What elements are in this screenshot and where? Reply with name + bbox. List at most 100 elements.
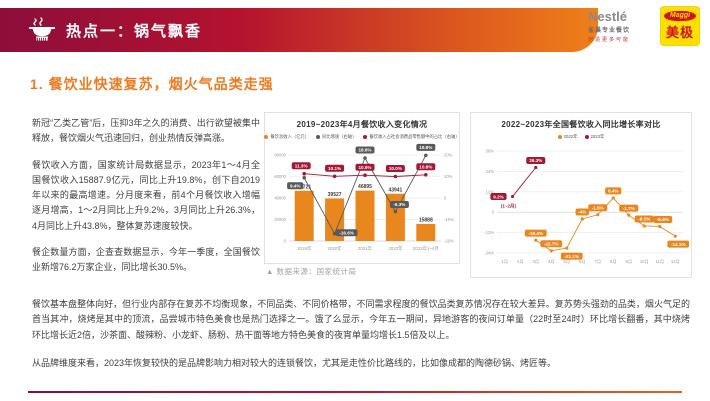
- data-label-pill: [416, 143, 436, 151]
- chart-text: 2023年1~4月: [413, 245, 439, 252]
- data-point: [673, 234, 677, 238]
- chart-text: 12%: [486, 189, 495, 194]
- chart-text: -4%: [578, 210, 586, 215]
- chart-text: 1月: [501, 259, 508, 265]
- chart-text: 40000: [274, 196, 286, 201]
- chart-text: -6.3%: [393, 202, 405, 207]
- chart-text: 60000: [274, 174, 286, 179]
- data-label-pill: [325, 164, 345, 172]
- data-point: [393, 209, 398, 214]
- chart-text: 2020年: [328, 245, 343, 252]
- chart-monthly-yoy: 2022~2023年全国餐饮收入同比增长率对比 2022年 2023年 -24% -…: [470, 112, 692, 278]
- chart-text: 2月: [517, 259, 524, 265]
- legend-dot-icon: [557, 135, 562, 139]
- data-label-pill: [385, 165, 405, 172]
- chart-text: 2022年: [388, 245, 403, 252]
- chart-text: 11.3%: [295, 163, 308, 168]
- chart-text: 18.6%: [358, 148, 371, 153]
- chart-text: 8.4%: [608, 189, 618, 194]
- data-label-pill: [389, 201, 409, 209]
- data-label-pill: [524, 229, 547, 237]
- chart-text: -24%: [484, 251, 494, 256]
- header-banner: 热点一：锅气飘香: [0, 8, 598, 52]
- data-point: [534, 165, 538, 170]
- combo-chart-plot: 0 20000 40000 60000 80000 -20% -10% 0 10% 20% 4672…: [274, 143, 454, 252]
- chart-text: 46721: [297, 184, 311, 190]
- chart-text: 9月: [625, 259, 632, 265]
- data-point: [424, 172, 428, 177]
- chart-title: 2019~2023年4月餐饮收入变化情况: [296, 120, 428, 129]
- wok-icon: [29, 17, 55, 42]
- bar: [385, 193, 405, 241]
- chart-text: 80000: [274, 153, 286, 158]
- data-point: [363, 173, 367, 178]
- data-point: [393, 174, 398, 179]
- chart-legend: 餐饮总收入（亿元） 同比增速（右轴） 餐饮收入占社会消费品零售额中的占比（右轴）: [264, 133, 460, 141]
- data-point: [658, 224, 662, 229]
- chart-text: -22.7%: [544, 241, 559, 246]
- paragraph-new-companies: 餐企数量方面，企查查数据显示，今年一季度，全国餐饮业新增76.2万家企业，同比增…: [32, 247, 260, 273]
- chart-text: 20000: [274, 217, 286, 222]
- bottom-divider: [28, 391, 682, 393]
- data-point: [510, 194, 515, 199]
- chart-text: 4月: [548, 259, 555, 265]
- data-point: [611, 196, 615, 200]
- chart-text: 10%: [444, 174, 453, 179]
- chart-text: -16.4%: [528, 231, 543, 236]
- chart-text: 12月: [671, 259, 680, 265]
- chart-text: 24%: [486, 169, 495, 174]
- bar: [416, 223, 436, 241]
- chart-text: -16.6%: [339, 230, 354, 235]
- data-label-pill: [540, 240, 563, 248]
- legend-item: 餐饮收入占社会消费品零售额中的占比（右轴）: [363, 133, 460, 141]
- chart-text: -14.1%: [671, 242, 686, 247]
- legend-item: 2023年: [584, 133, 604, 141]
- line-series: [512, 167, 537, 197]
- chart-text: 3月: [532, 259, 539, 265]
- page-title: 热点一：锅气飘香: [66, 22, 203, 40]
- data-point: [642, 224, 646, 228]
- chart-text: 10.0%: [389, 166, 402, 171]
- chart-text: 2019年: [297, 245, 312, 252]
- legend-item: 同比增速（右轴）: [316, 133, 356, 141]
- data-label-pill: [667, 240, 690, 248]
- data-source-caption: ▲ 数据来源：国家统计局: [266, 267, 357, 276]
- chart-text: -1.5%: [592, 205, 604, 210]
- legend-item: 2022年: [557, 133, 578, 141]
- intro-text-column: 新冠“乙类乙管”后，压抑3年之久的消费、出行欲望被集中释放，餐饮烟火气迅速回归，…: [32, 116, 260, 287]
- bar: [294, 190, 314, 241]
- chart-text: 46895: [358, 184, 372, 190]
- data-point: [534, 238, 538, 242]
- chart-text: 26.3%: [529, 158, 542, 163]
- paragraph-category-recovery: 餐饮基本盘整体向好，但行业内部存在复苏不均衡现象，不同品类、不同价格带，不同需求…: [32, 299, 690, 340]
- chart-text: 7月: [594, 259, 601, 265]
- data-label-pill: [634, 215, 654, 223]
- data-label-pill: [490, 193, 507, 201]
- maggi-wordmark: Maggi: [663, 11, 697, 21]
- legend-dot-icon: [264, 135, 269, 139]
- nestle-tagline: 创造更多可能: [588, 37, 631, 43]
- chart-text: -8.4%: [657, 217, 669, 222]
- chart-text: 2021年: [358, 245, 373, 252]
- chart-text: -21.1%: [564, 254, 579, 259]
- data-point: [580, 217, 584, 221]
- paragraph-policy: 新冠“乙类乙管”后，压抑3年之久的消费、出行欲望被集中释放，餐饮烟火气迅速回归，…: [32, 118, 260, 144]
- chart-text: 0: [444, 196, 447, 201]
- nestle-logo: Nestlé 雀巢专业餐饮 创造更多可能: [588, 6, 652, 43]
- paragraph-revenue: 餐饮收入方面，国家统计局数据显示，2023年1～4月全国餐饮收入15887.9亿…: [32, 159, 260, 231]
- chart-text: 10.6%: [358, 165, 371, 170]
- chart-text: 9.4%: [290, 183, 300, 188]
- data-point: [302, 171, 306, 176]
- chart-text: 43941: [388, 187, 402, 193]
- chart-text: 5月: [563, 259, 570, 265]
- data-label-pill: [335, 229, 358, 237]
- chart-text: 10月: [640, 259, 649, 265]
- chart-text: 15888: [419, 217, 433, 223]
- data-label-pill: [575, 208, 589, 216]
- chart-legend: 2022年 2023年: [471, 133, 691, 141]
- chart-text: 9.2%: [493, 194, 503, 199]
- line-chart-plot: -24% -12% 0 12% 24% 36% 1月 2月 3月 4月 5月 6月 7月 8月 9月 10月 1…: [484, 149, 690, 265]
- data-label-pill: [619, 204, 639, 212]
- chart-revenue-trend: 2019~2023年4月餐饮收入变化情况 餐饮总收入（亿元） 同比增速（右轴） 餐饮…: [264, 112, 460, 264]
- chart-text: 8月: [610, 259, 617, 265]
